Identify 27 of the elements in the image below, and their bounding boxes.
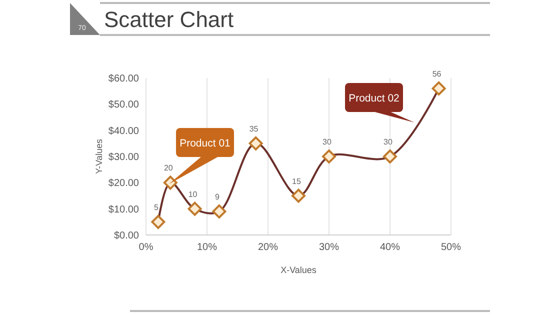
data-label: 5 <box>154 202 159 212</box>
y-tick-label: $0.00 <box>114 230 140 242</box>
y-tick-label: $20.00 <box>108 178 140 190</box>
x-tick-label: 10% <box>196 242 218 253</box>
x-tick-label: 40% <box>380 242 400 253</box>
data-label: 30 <box>384 138 393 146</box>
chart-title: Scatter Chart <box>104 7 234 32</box>
y-axis-title: Y-Values <box>94 138 104 174</box>
x-axis-title: X-Values <box>280 265 317 275</box>
y-tick-label: $30.00 <box>108 152 140 163</box>
annotation: Product 02 <box>348 92 400 104</box>
y-tick-label: $60.00 <box>108 74 140 84</box>
x-tick-label: 20% <box>258 242 278 253</box>
data-label: 15 <box>292 176 302 186</box>
data-label: 10 <box>188 190 198 199</box>
data-label: 9 <box>214 192 220 202</box>
y-tick-label: $10.00 <box>108 204 140 216</box>
data-label: 56 <box>432 69 442 78</box>
y-tick-label: $50.00 <box>108 100 140 111</box>
y-tick-label: $40.00 <box>108 126 140 137</box>
x-tick-label: 50% <box>440 242 462 253</box>
x-tick-label: 0% <box>138 242 154 253</box>
data-label: 20 <box>164 164 174 173</box>
annotation: Product 01 <box>180 138 231 150</box>
data-label: 35 <box>249 124 259 134</box>
data-label: 30 <box>322 138 332 146</box>
x-tick-label: 30% <box>318 242 340 253</box>
